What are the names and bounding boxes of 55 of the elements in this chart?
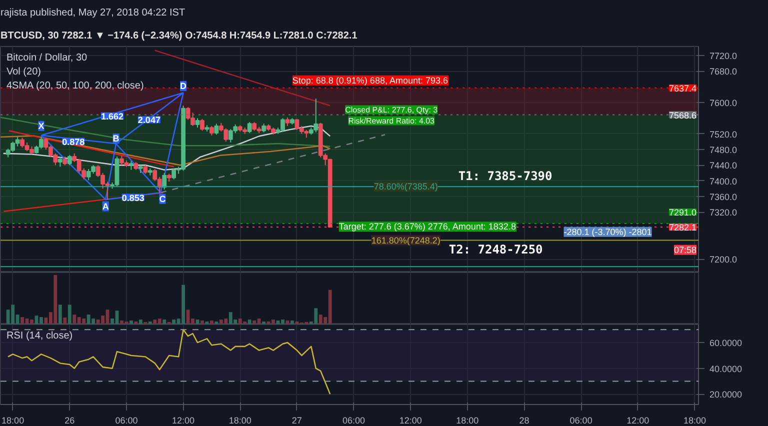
annotation: 07:58: [674, 244, 697, 255]
y-tick-label: 7480.0: [710, 145, 738, 156]
ref-line-label: 7568.6: [668, 110, 697, 120]
ref-line-label: 7637.4: [668, 83, 697, 94]
annotation: -280.1 (-3.70%) -2801: [564, 226, 652, 237]
annotation: Stop: 68.8 (0.91%) 688, Amount: 793.6: [292, 75, 448, 86]
x-tick-label: 12:00: [399, 416, 422, 426]
annotation: Risk/Reward Ratio: 4.03: [348, 116, 436, 126]
y-tick-label: 7360.0: [710, 192, 738, 202]
x-tick-label: 12:00: [172, 416, 195, 426]
x-tick-label: 18:00: [683, 416, 706, 426]
x-tick-label: 28: [519, 416, 530, 426]
x-tick-label: 06:00: [570, 416, 592, 426]
x-tick-label: 18:00: [456, 416, 479, 426]
y-tick-label: 7200.0: [710, 254, 738, 265]
annotation: D: [180, 81, 188, 92]
chart-subtitle: BTCUSD, 30 7282.1 ▼ −174.6 (−2.34%) O:7454.8 H:7454.9 L:7281.0 C:7282.1: [0, 30, 358, 42]
x-tick-label: 12:00: [626, 416, 650, 426]
y-tick-label: 20.0000: [710, 390, 742, 400]
y-tick-label: 7520.0: [710, 129, 738, 140]
x-tick-label: 18:00: [228, 416, 252, 426]
annotation: Bitcoin / Dollar, 30: [6, 52, 88, 64]
y-tick-label: 7440.0: [710, 160, 738, 171]
annotation: Vol (20): [6, 66, 41, 78]
annotation: 1.662: [100, 111, 124, 122]
annotation: 161.80%(7248.2): [371, 235, 440, 246]
y-tick-label: 7720.0: [710, 51, 738, 62]
x-tick-label: 26: [64, 416, 75, 426]
y-tick-label: 7680.0: [710, 66, 738, 77]
annotation: 2.047: [138, 115, 160, 126]
annotation: RSI (14, close): [6, 330, 73, 342]
y-tick-label: 7400.0: [710, 176, 738, 186]
y-tick-label: 7320.0: [710, 208, 738, 218]
y-tick-label: 7600.0: [710, 98, 738, 108]
annotation: X: [38, 121, 44, 132]
annotation: 4SMA (20, 50, 100, 200, close): [6, 80, 144, 92]
annotation: Closed P&L: 277.6, Qty: 3: [345, 105, 438, 114]
y-tick-label: 40.0000: [710, 364, 742, 374]
chart-title: rajista published, May 27, 2018 04:22 IST: [0, 8, 186, 18]
x-tick-label: 18:00: [2, 416, 24, 426]
x-tick-label: 06:00: [342, 416, 366, 426]
annotation: 0.853: [122, 192, 144, 203]
y-tick-label: 60.0000: [710, 338, 742, 348]
ref-line-label: 7291.0: [668, 208, 697, 218]
x-tick-label: 27: [292, 416, 302, 426]
annotation: 78.60%(7385.4): [374, 182, 438, 192]
annotation: B: [112, 134, 120, 144]
annotation: T1: 7385-7390: [458, 168, 552, 183]
annotation: Target: 277.6 (3.67%) 2776, Amount: 1832.8: [338, 222, 516, 232]
ref-line-label: 7282.1: [668, 222, 697, 233]
annotation: T2: 7248-7250: [448, 242, 543, 256]
x-tick-label: 06:00: [115, 416, 138, 426]
annotation: A: [102, 201, 110, 212]
annotation: 0.878: [62, 136, 85, 147]
annotation: C: [159, 194, 166, 204]
